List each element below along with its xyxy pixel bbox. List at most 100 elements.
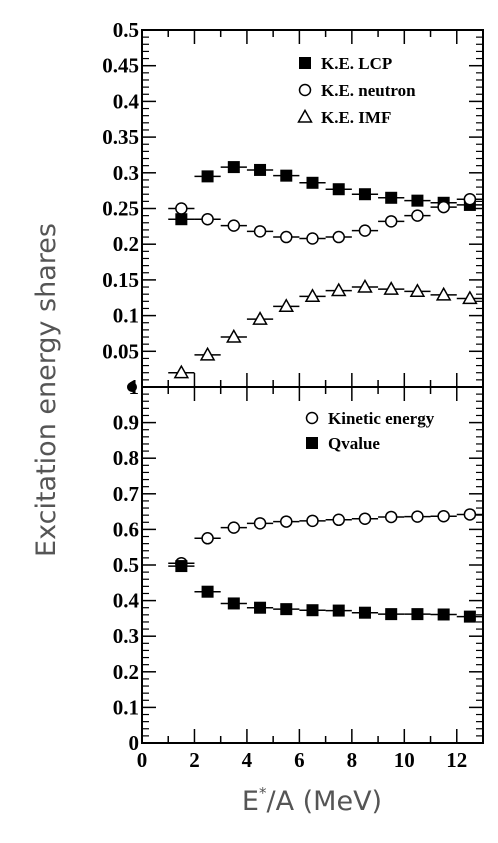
data-point (358, 512, 372, 525)
data-point (227, 219, 241, 232)
y-tick-label: 0.8 (113, 446, 139, 470)
data-point (411, 510, 424, 523)
data-point (409, 283, 426, 298)
y-tick-label: 0.6 (113, 517, 139, 541)
data-point (306, 232, 319, 245)
data-point (280, 603, 293, 616)
data-point (199, 346, 216, 361)
data-point (280, 169, 293, 182)
data-point (411, 194, 424, 207)
x-tick-label: 8 (347, 748, 358, 772)
data-point (252, 311, 268, 325)
legend: Kinetic energy Qvalue (305, 409, 435, 453)
data-point (411, 209, 424, 222)
y-tick-label: 0.1 (113, 695, 139, 719)
y-tick-label: 0.2 (113, 660, 139, 684)
y-tick-label: 0.3 (113, 624, 139, 648)
data-point (384, 215, 398, 228)
top-panel: 0.05 0.1 0.15 0.2 0.25 0.3 0.35 0.4 0.45 0.5 K.E. … (102, 18, 484, 388)
legend-label: K.E. IMF (321, 108, 391, 127)
legend-label: Qvalue (328, 434, 380, 453)
data-point (330, 282, 347, 297)
x-tick-label: 2 (189, 748, 200, 772)
x-tick-label: 12 (446, 748, 467, 772)
series-k-e-imf (168, 278, 483, 379)
x-tick-label: 0 (137, 748, 148, 772)
data-point (227, 161, 240, 174)
x-axis-title: E*/A (MeV) (242, 784, 382, 817)
data-point (463, 610, 476, 623)
data-point (358, 606, 371, 619)
data-point (358, 224, 372, 237)
data-point (280, 230, 293, 244)
panel-junction-marker (127, 382, 137, 392)
x-tick-label: 6 (294, 748, 305, 772)
data-point (254, 601, 267, 614)
data-point (385, 608, 398, 621)
legend-label: K.E. neutron (321, 81, 416, 100)
y-tick-label: 0.25 (102, 197, 139, 221)
series-kinetic-energy (168, 508, 483, 570)
y-tick-label: 0.5 (113, 553, 139, 577)
data-point (358, 188, 371, 201)
data-point (304, 288, 321, 303)
legend-marker (297, 108, 313, 123)
y-axis-title: Excitation energy shares (31, 223, 62, 557)
x-tick-label: 10 (394, 748, 415, 772)
y-tick-label: 0.35 (102, 125, 139, 149)
legend: K.E. LCP K.E. neutron K.E. IMF (297, 54, 416, 127)
legend-marker (299, 57, 311, 69)
y-tick-label: 0.7 (113, 482, 139, 506)
y-tick-label: 0.15 (102, 268, 139, 292)
data-point (254, 163, 267, 176)
legend-marker (298, 83, 312, 97)
data-point (437, 608, 450, 621)
y-tick-label: 0.3 (113, 161, 139, 185)
data-point (463, 192, 477, 206)
data-point (175, 202, 188, 215)
data-point (280, 515, 293, 528)
y-tick-label: 0.9 (113, 411, 139, 435)
data-point (226, 328, 242, 343)
y-tick-label: 0.45 (102, 54, 139, 78)
data-point (227, 597, 240, 610)
data-point (463, 508, 477, 521)
data-point (437, 200, 450, 214)
data-point (357, 278, 373, 293)
data-point (173, 364, 190, 379)
data-point (332, 513, 345, 527)
data-point (227, 521, 241, 534)
bottom-panel: 00.10.20.30.40.50.60.70.80.91024681012Ki… (113, 375, 484, 772)
data-point (278, 298, 295, 313)
data-point (306, 514, 319, 528)
data-point (253, 225, 267, 238)
data-point (332, 183, 345, 196)
data-point (201, 532, 214, 545)
y-tick-label: 0.4 (113, 589, 140, 613)
data-point (383, 281, 399, 295)
data-point (435, 286, 452, 301)
data-point (306, 176, 319, 189)
y-tick-label: 0.4 (113, 89, 140, 113)
data-point (201, 585, 214, 598)
legend-label: K.E. LCP (321, 54, 392, 73)
data-point (411, 608, 424, 621)
y-tick-label: 0 (129, 731, 140, 755)
legend-label: Kinetic energy (328, 409, 435, 428)
y-tick-label: 0.2 (113, 232, 139, 256)
data-point (201, 212, 214, 226)
series-k-e-lcp (168, 161, 483, 226)
data-point (437, 509, 450, 523)
data-point (201, 170, 214, 183)
series-k-e-neutron (168, 192, 483, 245)
y-tick-label: 0.5 (113, 18, 139, 42)
data-point (175, 560, 188, 573)
y-tick-label: 0.1 (113, 304, 139, 328)
y-tick-label: 0.05 (102, 339, 139, 363)
series-qvalue (168, 560, 483, 623)
data-point (253, 517, 267, 530)
data-point (332, 604, 345, 617)
data-point (332, 230, 345, 244)
data-point (385, 191, 398, 204)
